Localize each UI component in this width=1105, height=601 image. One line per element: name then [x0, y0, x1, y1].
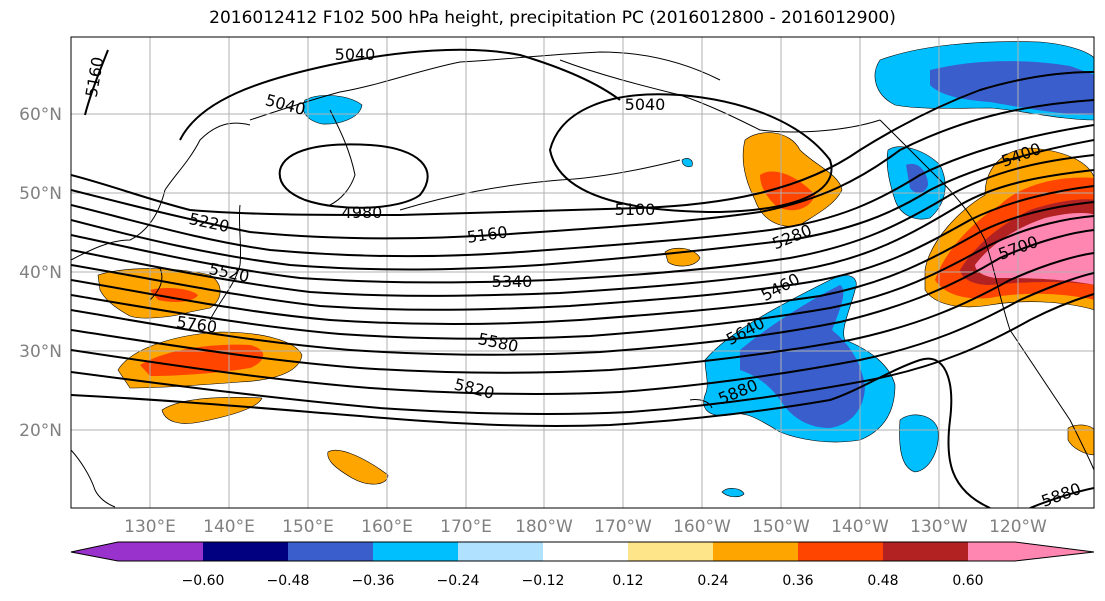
contour-line	[71, 293, 1094, 416]
precip-shading	[97, 41, 1094, 498]
lon-tick-label: 130°W	[910, 517, 968, 537]
colorbar-tick-label: 0.36	[782, 573, 813, 589]
contour-line	[71, 252, 1094, 374]
lat-tick-label: 30°N	[19, 342, 62, 362]
colorbar-segment	[883, 542, 968, 561]
coastline-hawaii	[689, 399, 713, 409]
contour-label: 5040	[335, 45, 376, 64]
lon-tick-label: 140°W	[831, 517, 889, 537]
precip-positive-region	[150, 287, 198, 303]
lat-ticks: 20°N 30°N 40°N 50°N 60°N	[19, 105, 62, 441]
coastlines	[71, 51, 1094, 508]
colorbar-tick-label: −0.12	[522, 573, 565, 589]
colorbar-segment	[713, 542, 798, 561]
contour-line	[71, 99, 1094, 240]
contour-line	[71, 71, 1094, 217]
lat-tick-label: 20°N	[19, 421, 62, 441]
coastline-alaska	[559, 59, 881, 133]
lon-tick-label: 140°E	[203, 517, 255, 537]
coastline-japan	[209, 204, 242, 321]
precip-negative-region	[721, 488, 745, 498]
lon-tick-label: 150°W	[752, 517, 810, 537]
lon-tick-label: 180°W	[515, 517, 573, 537]
colorbar-segment	[118, 542, 203, 561]
lon-tick-label: 170°E	[440, 517, 492, 537]
colorbar-segment	[628, 542, 713, 561]
contour-line	[71, 154, 1094, 284]
colorbar-tick-label: 0.12	[612, 573, 643, 589]
precip-positive-region	[975, 213, 1094, 285]
contour-line	[71, 139, 1094, 271]
lat-tick-label: 40°N	[19, 263, 62, 283]
lon-tick-label: 130°E	[124, 517, 176, 537]
colorbar-segment	[458, 542, 543, 561]
coastline-korea	[149, 267, 163, 301]
colorbar-tick-label: 0.60	[952, 573, 983, 589]
contour-line	[71, 185, 1094, 311]
contour-line	[71, 215, 1094, 340]
map-frame	[70, 36, 1095, 509]
lon-tick-label: 120°W	[989, 517, 1047, 537]
colorbar-extend-high	[1015, 542, 1094, 561]
precip-negative-region	[899, 414, 939, 473]
lon-ticks: 130°E 140°E 150°E 160°E 170°E 180°W 170°…	[124, 517, 1047, 537]
coastline-north-america	[879, 119, 1094, 471]
colorbar-tick-label: −0.48	[267, 573, 310, 589]
precip-positive-region	[140, 344, 264, 376]
contour-line	[1029, 487, 1094, 508]
colorbar-outline	[70, 541, 1095, 562]
lat-tick-label: 50°N	[19, 184, 62, 204]
contour-label: 4980	[342, 203, 383, 222]
contour-line	[278, 143, 429, 209]
colorbar-segment	[968, 542, 1015, 561]
colorbar-extend-low	[71, 542, 118, 561]
precip-positive-region	[327, 450, 389, 485]
precip-positive-region	[1067, 424, 1094, 456]
colorbar-segment	[288, 542, 373, 561]
precip-negative-region	[740, 285, 865, 428]
coastline-asia	[71, 122, 251, 261]
contour-line	[84, 49, 109, 116]
contour-line	[71, 229, 1094, 356]
contour-line	[71, 357, 991, 508]
colorbar-tick-label: 0.24	[697, 573, 728, 589]
contour-line	[71, 124, 1094, 258]
colorbar-segment	[543, 542, 628, 561]
colorbar-tick-label: −0.36	[352, 573, 395, 589]
colorbar-segment	[373, 542, 458, 561]
contour-line	[71, 201, 1094, 326]
colorbar-tick-label: −0.60	[182, 573, 225, 589]
colorbar-segment	[203, 542, 288, 561]
height-contours	[71, 48, 1094, 508]
contour-label: 5100	[615, 200, 656, 219]
precip-negative-region	[906, 163, 928, 193]
colorbar-segment	[798, 542, 883, 561]
contour-label: 5040	[625, 95, 666, 114]
precip-negative-region	[681, 158, 693, 168]
colorbar-tick-label: 0.48	[867, 573, 898, 589]
lat-tick-label: 60°N	[19, 105, 62, 125]
map-title: 2016012412 F102 500 hPa height, precipit…	[209, 8, 896, 28]
coastline-aleutians	[399, 159, 681, 211]
lon-tick-label: 160°W	[673, 517, 731, 537]
contour-line	[548, 93, 833, 214]
contour-line	[71, 272, 1094, 396]
coastline-siberia	[249, 51, 721, 121]
coastline-philippines	[71, 449, 116, 508]
contour-line	[179, 48, 621, 141]
colorbar-tick-label: −0.24	[437, 573, 480, 589]
colorbar: −0.60 −0.48 −0.36 −0.24 −0.12 0.12 0.24 …	[70, 541, 1095, 589]
lon-tick-label: 150°E	[282, 517, 334, 537]
lon-tick-label: 170°W	[594, 517, 652, 537]
contour-label: 5340	[492, 272, 533, 291]
contour-line	[71, 169, 1094, 297]
lon-tick-label: 160°E	[361, 517, 413, 537]
coastline-kamchatka	[329, 109, 356, 206]
map-content: 5160 5040 5040 5040 4980 5100 5160 5220 …	[71, 37, 1094, 508]
